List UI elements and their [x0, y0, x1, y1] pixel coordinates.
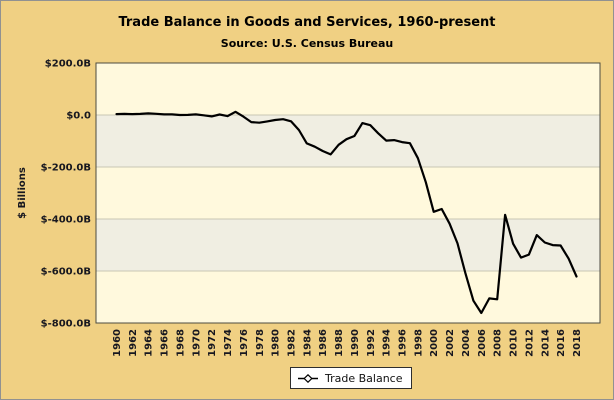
svg-text:$-800.0B: $-800.0B — [41, 319, 91, 330]
svg-text:1962: 1962 — [128, 329, 139, 357]
svg-text:1982: 1982 — [286, 329, 297, 357]
svg-text:$-200.0B: $-200.0B — [41, 163, 91, 174]
svg-text:2006: 2006 — [477, 329, 488, 357]
svg-text:1970: 1970 — [191, 329, 202, 357]
svg-text:2004: 2004 — [461, 329, 472, 357]
svg-text:1976: 1976 — [239, 329, 250, 357]
svg-text:2000: 2000 — [429, 329, 440, 357]
y-axis-title: $ Billions — [17, 167, 28, 219]
svg-text:1966: 1966 — [160, 329, 171, 357]
svg-text:1960: 1960 — [112, 329, 123, 357]
svg-text:$200.0B: $200.0B — [45, 59, 91, 70]
svg-text:2008: 2008 — [493, 329, 504, 357]
y-axis-labels: $200.0B $0.0 $-200.0B $-400.0B $-600.0B $-800… — [41, 59, 91, 330]
svg-text:1968: 1968 — [175, 329, 186, 357]
trade-balance-line — [115, 110, 578, 315]
plot-border — [95, 62, 601, 324]
svg-text:2018: 2018 — [572, 329, 583, 357]
svg-text:1994: 1994 — [382, 329, 393, 357]
svg-text:1998: 1998 — [413, 329, 424, 357]
svg-text:1978: 1978 — [255, 329, 266, 357]
svg-text:1996: 1996 — [398, 329, 409, 357]
svg-text:2012: 2012 — [524, 329, 535, 357]
trade-balance-series-icon — [298, 373, 318, 383]
svg-text:1992: 1992 — [366, 329, 377, 357]
x-axis-labels: 1960 1962 1964 1966 1968 1970 1972 1974 1976 1978… — [112, 329, 583, 357]
svg-text:1972: 1972 — [207, 329, 218, 357]
svg-text:2014: 2014 — [540, 329, 551, 357]
svg-text:1980: 1980 — [271, 329, 282, 357]
svg-text:$0.0: $0.0 — [66, 111, 91, 122]
svg-text:2016: 2016 — [556, 329, 567, 357]
plot-bands — [96, 63, 600, 323]
svg-text:2010: 2010 — [509, 329, 520, 357]
chart-title: Trade Balance in Goods and Services, 196… — [118, 15, 496, 30]
svg-text:2002: 2002 — [445, 329, 456, 357]
svg-text:1990: 1990 — [350, 329, 361, 357]
svg-text:$-400.0B: $-400.0B — [41, 215, 91, 226]
svg-text:1986: 1986 — [318, 329, 329, 357]
chart-subtitle: Source: U.S. Census Bureau — [220, 37, 394, 50]
legend-label: Trade Balance — [325, 371, 403, 385]
svg-text:1984: 1984 — [302, 329, 313, 357]
svg-text:1964: 1964 — [144, 329, 155, 357]
svg-text:$-600.0B: $-600.0B — [41, 267, 91, 278]
svg-text:1988: 1988 — [334, 329, 345, 357]
legend[interactable]: Trade Balance — [290, 367, 413, 389]
svg-text:1974: 1974 — [223, 329, 234, 357]
